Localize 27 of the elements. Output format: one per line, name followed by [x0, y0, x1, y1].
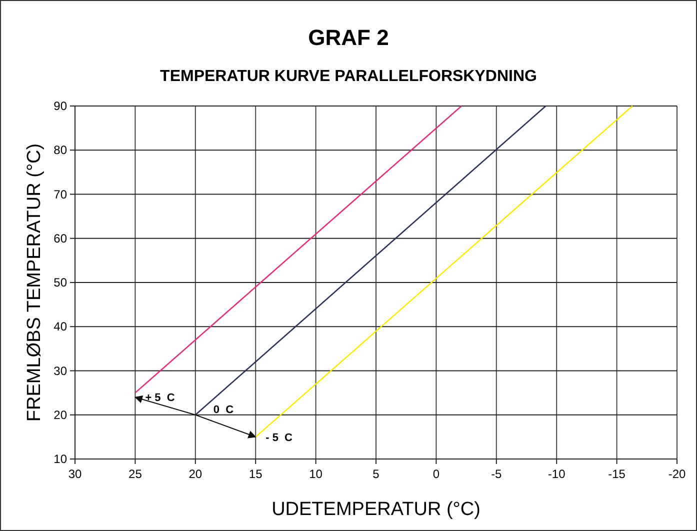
x-tick-label: 20 — [188, 467, 202, 481]
y-tick-label: 80 — [54, 143, 68, 158]
x-axis-title: UDETEMPERATUR (°C) — [272, 499, 480, 520]
x-tick-label: 25 — [128, 467, 142, 481]
chart-subtitle: TEMPERATUR KURVE PARALLELFORSKYDNING — [160, 68, 537, 85]
chart-title: GRAF 2 — [308, 25, 389, 50]
x-tick-label: 15 — [248, 467, 263, 481]
x-tick-label: 10 — [309, 467, 323, 481]
y-tick-label: 50 — [54, 276, 68, 290]
y-tick-label: 90 — [54, 99, 68, 113]
y-tick-label: 40 — [54, 320, 68, 334]
y-tick-label: 70 — [54, 187, 68, 202]
x-tick-label: -10 — [548, 467, 566, 481]
x-tick-label: -5 — [491, 467, 502, 481]
x-tick-label: -15 — [608, 467, 626, 481]
x-tick-label: 30 — [68, 467, 82, 481]
y-tick-label: 10 — [54, 452, 68, 466]
annotation: - 5 C — [266, 432, 293, 444]
x-tick-label: 5 — [372, 467, 380, 481]
annotation: + 5 C — [145, 392, 175, 404]
y-axis-title: FREMLØBS TEMPERATUR (°C) — [24, 143, 45, 422]
y-tick-label: 30 — [54, 364, 68, 378]
y-tick-label: 60 — [54, 231, 68, 246]
y-tick-label: 20 — [54, 408, 68, 422]
annotation: 0 C — [213, 404, 234, 416]
x-tick-label: 0 — [432, 467, 440, 481]
x-tick-label: -20 — [668, 467, 686, 481]
